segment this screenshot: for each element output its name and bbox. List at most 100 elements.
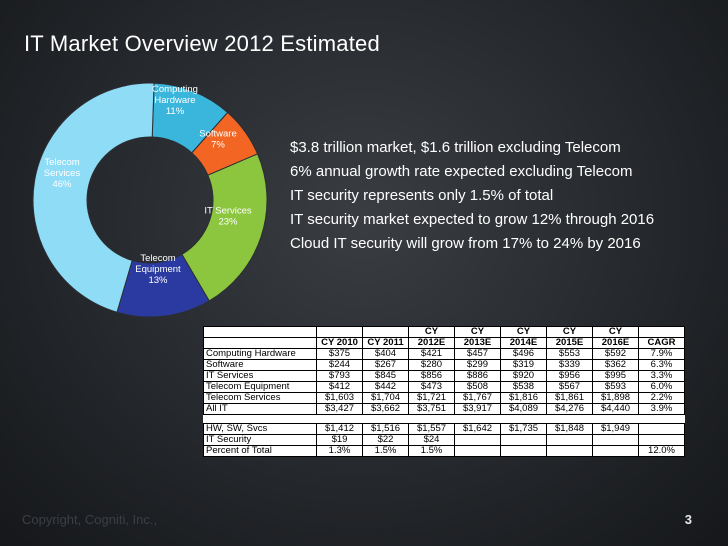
- table-cell: $920: [500, 370, 547, 382]
- table-cell: $412: [316, 381, 363, 393]
- bullet-item: IT security market expected to grow 12% …: [290, 211, 655, 228]
- table-cell: $856: [408, 370, 455, 382]
- table-cell: $362: [592, 359, 639, 371]
- table-cell: $375: [316, 348, 363, 360]
- table-cell: $319: [500, 359, 547, 371]
- table-row: HW, SW, Svcs $1,412 $1,516 $1,557 $1,642 $1,7…: [203, 423, 685, 435]
- table-cell: $1,816: [500, 392, 547, 404]
- table-cell: 3.9%: [638, 403, 685, 415]
- table-cell: $567: [546, 381, 593, 393]
- table-cell: HW, SW, Svcs: [203, 423, 317, 435]
- table-cell: Percent of Total: [203, 445, 317, 457]
- table-header-cell: CY: [592, 326, 639, 338]
- table-header-cell: CY: [408, 326, 455, 338]
- table-spacer-row: [203, 414, 685, 424]
- page-number: 3: [684, 512, 692, 527]
- table-cell: $1,704: [362, 392, 409, 404]
- table-header-cell: CY 2011: [362, 337, 409, 349]
- table-header-cell: 2013E: [454, 337, 501, 349]
- donut-label-software: Software 7%: [199, 129, 237, 151]
- donut-chart: Computing Hardware 11%Software 7% IT Service…: [32, 82, 268, 318]
- table-header-cell: [203, 337, 317, 349]
- table-header-row: CY CY CY CY CY: [203, 326, 685, 338]
- table-header-row: CY 2010 CY 2011 2012E 2013E 2014E 2015E 2016E C…: [203, 337, 685, 349]
- table-cell: $299: [454, 359, 501, 371]
- table-cell: [500, 434, 547, 446]
- table-cell: $1,735: [500, 423, 547, 435]
- table-cell: $1,603: [316, 392, 363, 404]
- table-cell: $845: [362, 370, 409, 382]
- table-cell: $280: [408, 359, 455, 371]
- table-cell: Software: [203, 359, 317, 371]
- table-cell: 3.3%: [638, 370, 685, 382]
- table-cell: [546, 445, 593, 457]
- table-cell: 2.2%: [638, 392, 685, 404]
- table-cell: $1,721: [408, 392, 455, 404]
- table-cell: Telecom Services: [203, 392, 317, 404]
- bullet-item: IT security represents only 1.5% of tota…: [290, 187, 554, 204]
- table-cell: $886: [454, 370, 501, 382]
- bullet-item: 6% annual growth rate expected excluding…: [290, 163, 633, 180]
- table-header-cell: [203, 326, 317, 338]
- table-cell: $1,767: [454, 392, 501, 404]
- table-cell: 1.3%: [316, 445, 363, 457]
- table-cell: IT Security: [203, 434, 317, 446]
- table-row: Telecom Services $1,603 $1,704 $1,721 $1,767…: [203, 392, 685, 404]
- table-cell: [638, 423, 685, 435]
- table-cell: 1.5%: [362, 445, 409, 457]
- table-header-cell: CY: [500, 326, 547, 338]
- market-table: CY CY CY CY CY CY 2010 CY 2011 2012E 2013E 2014E 2…: [203, 326, 685, 457]
- table-header-cell: [362, 326, 409, 338]
- table-row: Software $244 $267 $280 $299 $319 $339 $362 6.3%: [203, 359, 685, 371]
- table-cell: $442: [362, 381, 409, 393]
- table-cell: All IT: [203, 403, 317, 415]
- table-cell: $1,898: [592, 392, 639, 404]
- table-row: Computing Hardware $375 $404 $421 $457 $496 $5…: [203, 348, 685, 360]
- table-cell: 6.3%: [638, 359, 685, 371]
- table-cell: $339: [546, 359, 593, 371]
- table-header-cell: CY 2010: [316, 337, 363, 349]
- table-header-cell: CAGR: [638, 337, 685, 349]
- table-cell: $244: [316, 359, 363, 371]
- table-row: IT Services $793 $845 $856 $886 $920 $956 $995 3…: [203, 370, 685, 382]
- table-header-cell: [316, 326, 363, 338]
- table-cell: $793: [316, 370, 363, 382]
- table-cell: [592, 434, 639, 446]
- copyright-footer: Copyright, Cogniti, Inc.,: [22, 512, 158, 527]
- table-header-cell: [638, 326, 685, 338]
- table-header-cell: CY: [546, 326, 593, 338]
- table-cell: $3,917: [454, 403, 501, 415]
- table-cell: $553: [546, 348, 593, 360]
- table-cell: $3,427: [316, 403, 363, 415]
- table-cell: $1,642: [454, 423, 501, 435]
- table-cell: $1,848: [546, 423, 593, 435]
- table-cell: $19: [316, 434, 363, 446]
- table-cell: $956: [546, 370, 593, 382]
- table-header-cell: 2012E: [408, 337, 455, 349]
- table-header-cell: 2014E: [500, 337, 547, 349]
- table-cell: $496: [500, 348, 547, 360]
- table-cell: [546, 434, 593, 446]
- table-cell: $267: [362, 359, 409, 371]
- table-cell: 12.0%: [638, 445, 685, 457]
- table-cell: 6.0%: [638, 381, 685, 393]
- bullet-item: $3.8 trillion market, $1.6 trillion excl…: [290, 139, 621, 156]
- table-cell: [592, 445, 639, 457]
- table-cell: $1,557: [408, 423, 455, 435]
- table-cell: $457: [454, 348, 501, 360]
- bullet-list: $3.8 trillion market, $1.6 trillion excl…: [290, 136, 654, 256]
- table-row: Telecom Equipment $412 $442 $473 $508 $538 $56…: [203, 381, 685, 393]
- table-cell: $3,751: [408, 403, 455, 415]
- bullet-item: Cloud IT security will grow from 17% to …: [290, 235, 641, 252]
- table-cell: [454, 445, 501, 457]
- donut-slice-telecom-services: [32, 82, 155, 313]
- table-row: All IT $3,427 $3,662 $3,751 $3,917 $4,089 $4,2…: [203, 403, 685, 415]
- table-header-cell: CY: [454, 326, 501, 338]
- table-cell: $4,440: [592, 403, 639, 415]
- table-cell: $508: [454, 381, 501, 393]
- table-cell: IT Services: [203, 370, 317, 382]
- table-cell: $995: [592, 370, 639, 382]
- table-cell: $592: [592, 348, 639, 360]
- table-cell: 7.9%: [638, 348, 685, 360]
- table-cell: $1,516: [362, 423, 409, 435]
